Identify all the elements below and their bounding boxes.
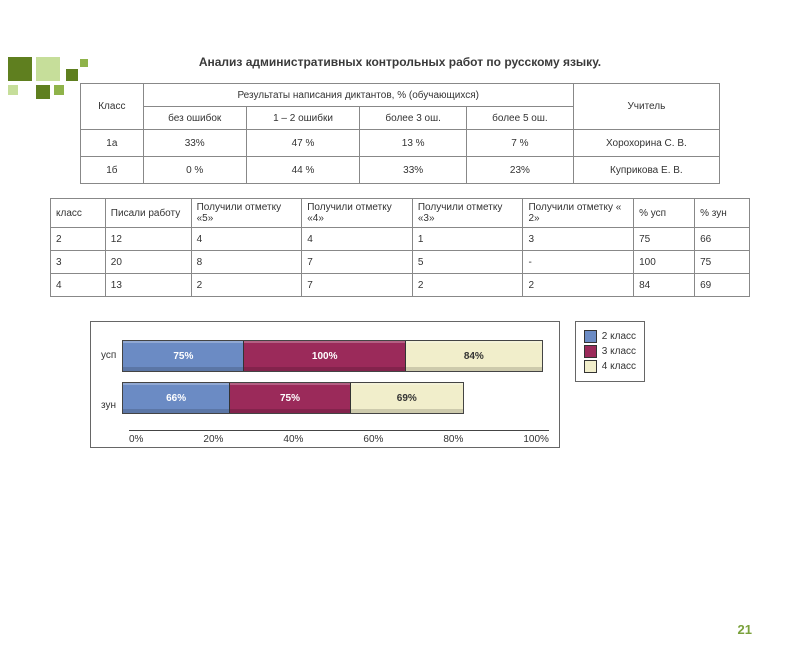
table-row: 21244137566 xyxy=(51,228,750,251)
legend-item: 2 класс xyxy=(584,330,636,343)
bar-row: 75%100%84% xyxy=(122,340,542,372)
bar-segment: 75% xyxy=(230,383,351,413)
col-class: Класс xyxy=(81,84,144,130)
sub-1: 1 – 2 ошибки xyxy=(246,107,360,130)
table-row: 1б 0 % 44 % 33% 23% Куприкова Е. В. xyxy=(81,157,720,184)
bar-segment: 66% xyxy=(123,383,230,413)
sub-0: без ошибок xyxy=(143,107,246,130)
legend-label: 4 класс xyxy=(602,361,636,372)
table-row: 41327228469 xyxy=(51,274,750,297)
y-axis-labels: усп зун xyxy=(101,330,122,430)
sub-3: более 5 ош. xyxy=(467,107,574,130)
chart-legend: 2 класс 3 класс 4 класс xyxy=(575,321,645,382)
legend-label: 2 класс xyxy=(602,331,636,342)
legend-item: 4 класс xyxy=(584,360,636,373)
legend-swatch xyxy=(584,360,597,373)
bar-segment: 69% xyxy=(351,383,462,413)
col-group: Результаты написания диктантов, % (обуча… xyxy=(143,84,573,107)
legend-swatch xyxy=(584,345,597,358)
legend-swatch xyxy=(584,330,597,343)
dictation-results-table: Класс Результаты написания диктантов, % … xyxy=(80,83,720,184)
table-row: 1а 33% 47 % 13 % 7 % Хорохорина С. В. xyxy=(81,130,720,157)
table-row: 320875-10075 xyxy=(51,251,750,274)
bar-chart: усп зун 75%100%84%66%75%69% 0% 20% 40% 6… xyxy=(90,321,710,448)
x-axis-ticks: 0% 20% 40% 60% 80% 100% xyxy=(129,430,549,445)
legend-label: 3 класс xyxy=(602,346,636,357)
grades-table: класс Писали работу Получили отметку «5»… xyxy=(50,198,750,297)
legend-item: 3 класс xyxy=(584,345,636,358)
bar-segment: 100% xyxy=(244,341,406,371)
sub-2: более 3 ош. xyxy=(360,107,467,130)
page-number: 21 xyxy=(738,622,752,637)
col-teacher: Учитель xyxy=(573,84,719,130)
bar-row: 66%75%69% xyxy=(122,382,463,414)
bar-segment: 75% xyxy=(123,341,244,371)
page-title: Анализ административных контрольных рабо… xyxy=(0,55,800,69)
bar-segment: 84% xyxy=(406,341,542,371)
